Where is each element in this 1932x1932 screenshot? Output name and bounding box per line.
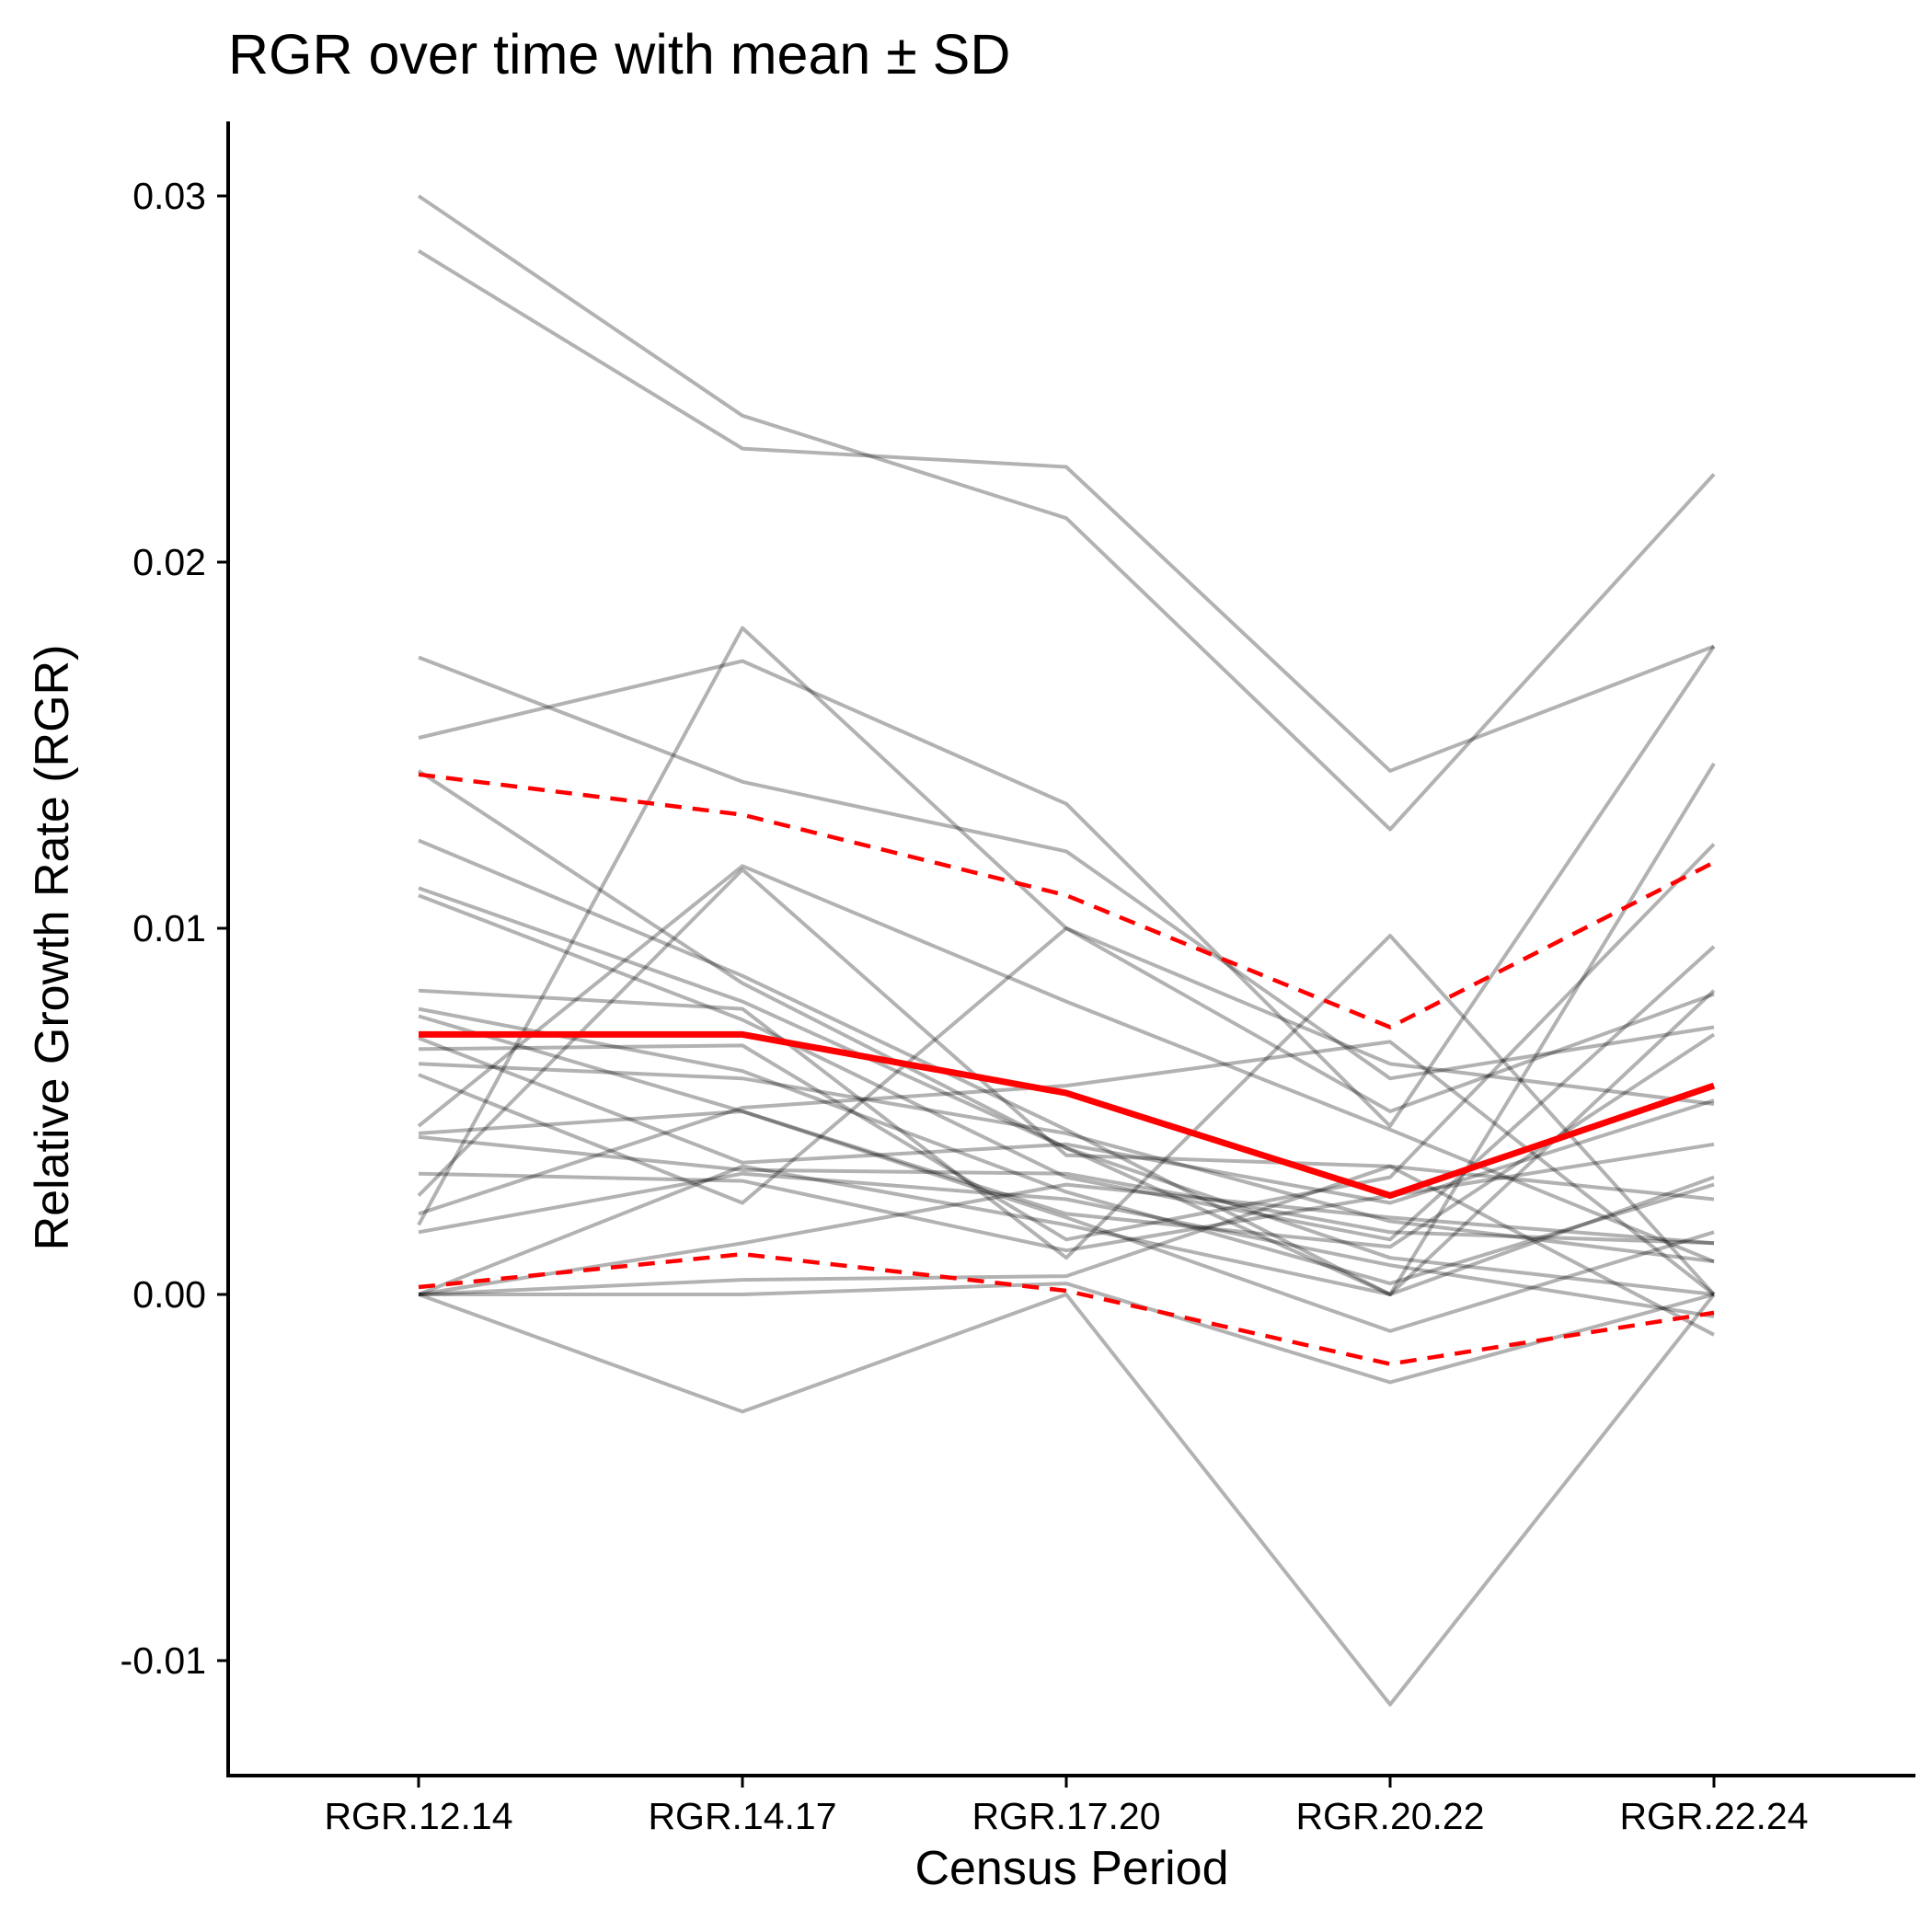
- individual-series-line-1: [417, 194, 1716, 832]
- individual-series-line-12: [418, 1014, 1715, 1333]
- mean-line: [419, 1030, 1716, 1199]
- individual-series-line-18: [418, 1134, 1715, 1246]
- individual-series-line-27: [419, 1282, 1715, 1385]
- x-tick-label: RGR.14.17: [648, 1795, 836, 1837]
- individual-lines: [417, 194, 1716, 1707]
- individual-series-line-25: [418, 1182, 1715, 1296]
- x-tick-label: RGR.22.24: [1619, 1795, 1808, 1837]
- individual-series-line-28: [418, 1293, 1716, 1707]
- individual-series-line-6: [417, 626, 1715, 1226]
- individual-series-line-2: [417, 248, 1715, 773]
- x-tick-label: RGR.20.22: [1295, 1795, 1484, 1837]
- individual-series-line-21: [417, 868, 1715, 1202]
- individual-series-line-9: [418, 893, 1716, 1242]
- individual-series-line-10: [418, 934, 1716, 1296]
- sd-lower-line: [418, 1251, 1715, 1366]
- y-tick-label: 0.00: [132, 1273, 206, 1316]
- axes: [226, 121, 1915, 1777]
- y-tick-label: -0.01: [121, 1639, 206, 1682]
- individual-series-line-13: [418, 1036, 1715, 1205]
- x-tick-label: RGR.17.20: [972, 1795, 1160, 1837]
- individual-series-line-24: [418, 1164, 1715, 1296]
- y-tick-label: 0.03: [132, 175, 206, 217]
- y-axis-title: Relative Growth Rate (RGR): [26, 645, 79, 1251]
- x-tick-label: RGR.12.14: [324, 1795, 512, 1837]
- individual-series-line-20: [418, 1142, 1715, 1253]
- summary-lines: [418, 772, 1716, 1366]
- individual-series-line-3: [418, 655, 1715, 1081]
- x-axis-title: Census Period: [914, 1842, 1228, 1895]
- individual-series-line-23: [418, 1171, 1715, 1318]
- individual-series-line-16: [418, 926, 1715, 1205]
- y-tick-label: 0.01: [132, 907, 206, 949]
- individual-series-line-17: [418, 1032, 1716, 1249]
- chart-title: RGR over time with mean ± SD: [228, 23, 1010, 86]
- individual-series-line-22: [418, 1040, 1716, 1296]
- individual-series-line-4: [418, 645, 1716, 1128]
- individual-series-line-5: [417, 769, 1716, 1296]
- individual-series-line-7: [418, 762, 1716, 1296]
- individual-series-line-14: [418, 843, 1716, 1242]
- y-tick-label: 0.02: [132, 541, 206, 583]
- individual-series-line-8: [418, 886, 1715, 1296]
- individual-series-line-11: [418, 1006, 1715, 1286]
- x-ticks: RGR.12.14 RGR.14.17 RGR.17.20 RGR.20.22 RGR.…: [324, 1776, 1809, 1837]
- y-ticks: -0.01 0.00 0.01 0.02 0.03: [121, 175, 228, 1682]
- individual-series-line-15: [418, 1062, 1715, 1264]
- individual-series-line-19: [417, 864, 1715, 1264]
- individual-series-line-26: [418, 1164, 1715, 1337]
